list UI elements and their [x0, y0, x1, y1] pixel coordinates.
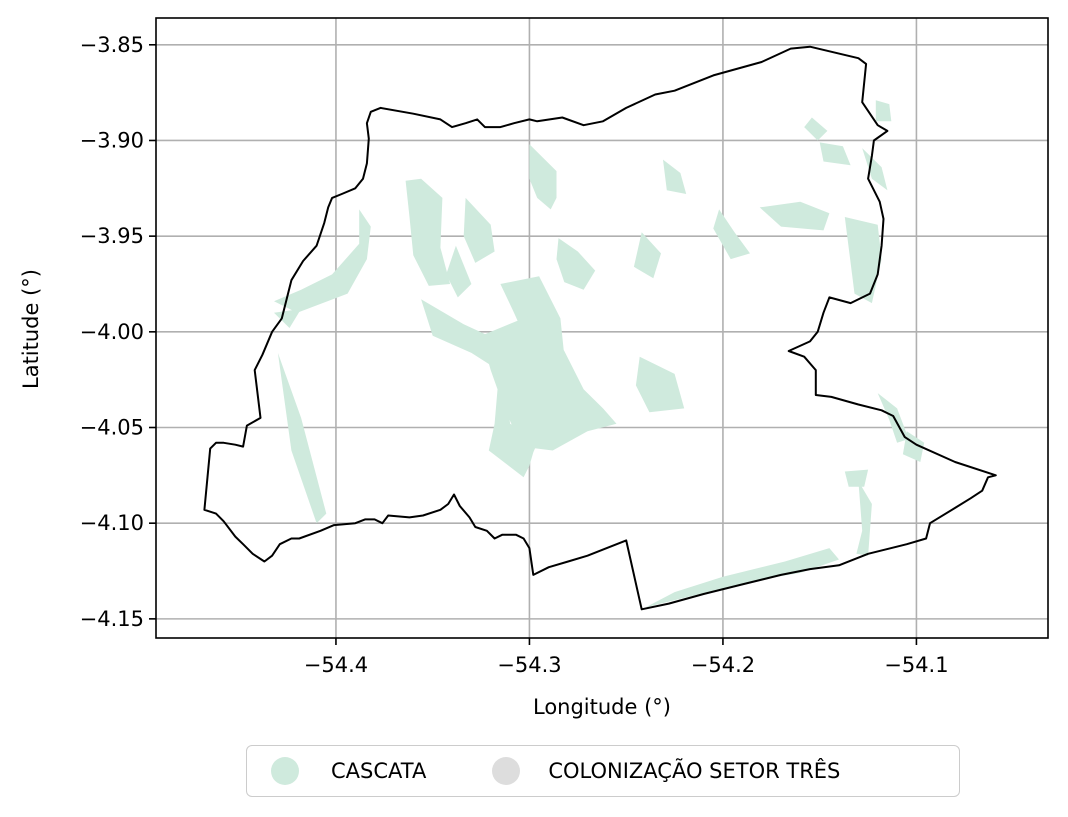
cascata-area	[405, 178, 451, 286]
cascata-areas	[274, 100, 925, 608]
cascata-area	[862, 148, 888, 191]
cascata-area	[856, 481, 872, 556]
y-tick-label: −3.95	[80, 224, 144, 248]
x-axis-label: Longitude (°)	[533, 695, 671, 719]
x-axis-ticks: −54.4 −54.3 −54.2 −54.1	[304, 638, 949, 677]
cascata-area	[633, 232, 661, 279]
y-tick-label: −4.15	[80, 607, 144, 631]
cascata-area	[663, 159, 687, 194]
cascata-area	[421, 299, 540, 478]
x-tick-label: −54.2	[691, 653, 755, 677]
cascata-area	[844, 217, 882, 304]
cascata-area	[274, 308, 302, 328]
cascata-area	[446, 245, 472, 298]
cascata-area	[529, 144, 557, 210]
legend-label-cascata: CASCATA	[331, 759, 427, 783]
cascata-area	[759, 201, 830, 231]
cascata-area	[875, 100, 892, 122]
legend-item-cascata: CASCATA	[271, 746, 426, 796]
grid-lines	[156, 18, 1048, 638]
y-tick-label: −3.85	[80, 33, 144, 57]
municipality-boundary	[203, 45, 997, 611]
cascata-area	[713, 209, 750, 260]
x-tick-label: −54.1	[884, 653, 948, 677]
legend: CASCATA COLONIZAÇÃO SETOR TRÊS	[246, 745, 960, 797]
x-tick-label: −54.3	[497, 653, 561, 677]
y-tick-label: −3.90	[80, 128, 144, 152]
legend-marker-cascata	[271, 757, 299, 785]
cascata-area	[481, 312, 617, 451]
cascata-area	[556, 238, 596, 290]
y-tick-label: −4.10	[80, 511, 144, 535]
legend-marker-colonizacao	[492, 757, 521, 785]
cascata-area	[277, 352, 327, 524]
cascata-area	[463, 197, 495, 263]
cascata-area	[274, 209, 371, 313]
axes-frame	[155, 17, 1049, 639]
cascata-area	[844, 469, 869, 487]
y-tick-label: −4.05	[80, 416, 144, 440]
cascata-area	[804, 117, 828, 141]
y-axis-label: Latitude (°)	[19, 269, 43, 389]
legend-label-colonizacao: COLONIZAÇÃO SETOR TRÊS	[548, 759, 841, 783]
y-axis-ticks: −3.85 −3.90 −3.95 −4.00 −4.05 −4.10 −4.15	[80, 33, 156, 631]
cascata-area	[819, 142, 851, 166]
boundary-outline	[203, 45, 997, 611]
cascata-area	[635, 356, 685, 413]
cascata-area	[645, 548, 839, 608]
legend-item-colonizacao: COLONIZAÇÃO SETOR TRÊS	[492, 746, 840, 796]
x-tick-label: −54.4	[304, 653, 368, 677]
y-tick-label: −4.00	[80, 320, 144, 344]
